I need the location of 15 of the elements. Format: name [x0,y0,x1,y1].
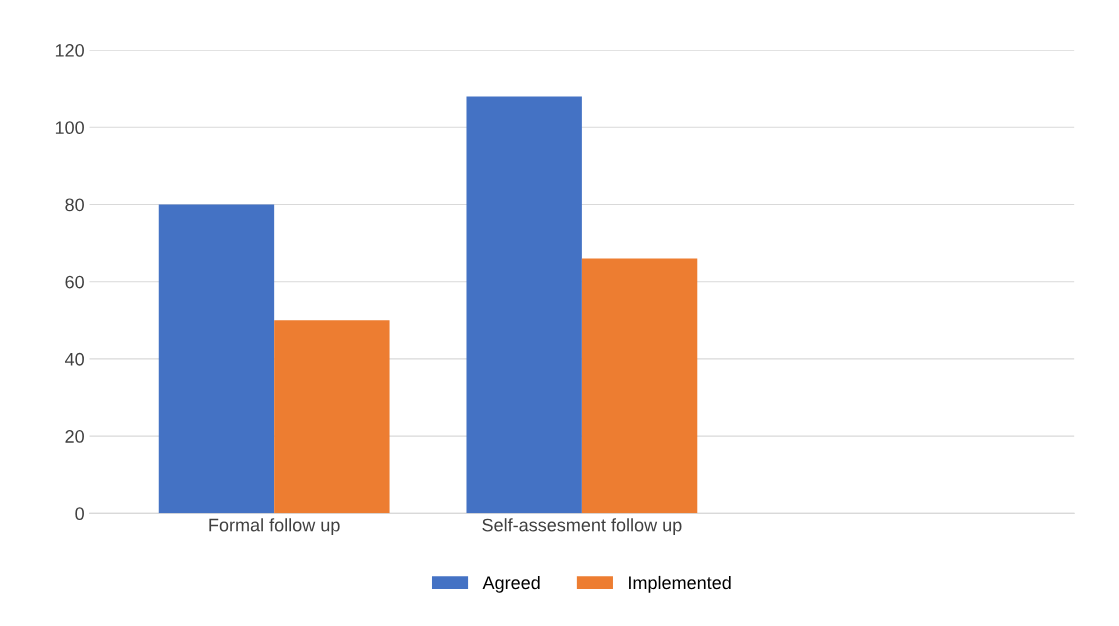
bar [466,96,582,514]
x-tick-label: Formal follow up [209,518,340,536]
y-tick-label: 0 [75,507,84,521]
y-tick-label: 60 [65,275,84,289]
y-tick-label: 20 [65,430,84,443]
bar [581,258,698,514]
y-tick-label: 100 [55,121,84,135]
y-tick-label: 80 [65,198,84,212]
bar [158,204,275,514]
legend-label: Implemented [629,575,731,593]
y-tick-label: 120 [55,44,84,57]
y-tick-label: 40 [64,352,84,366]
x-tick-label: Self-assesment follow up [482,518,682,536]
bar [274,320,390,514]
legend-label: Agreed [482,575,540,593]
